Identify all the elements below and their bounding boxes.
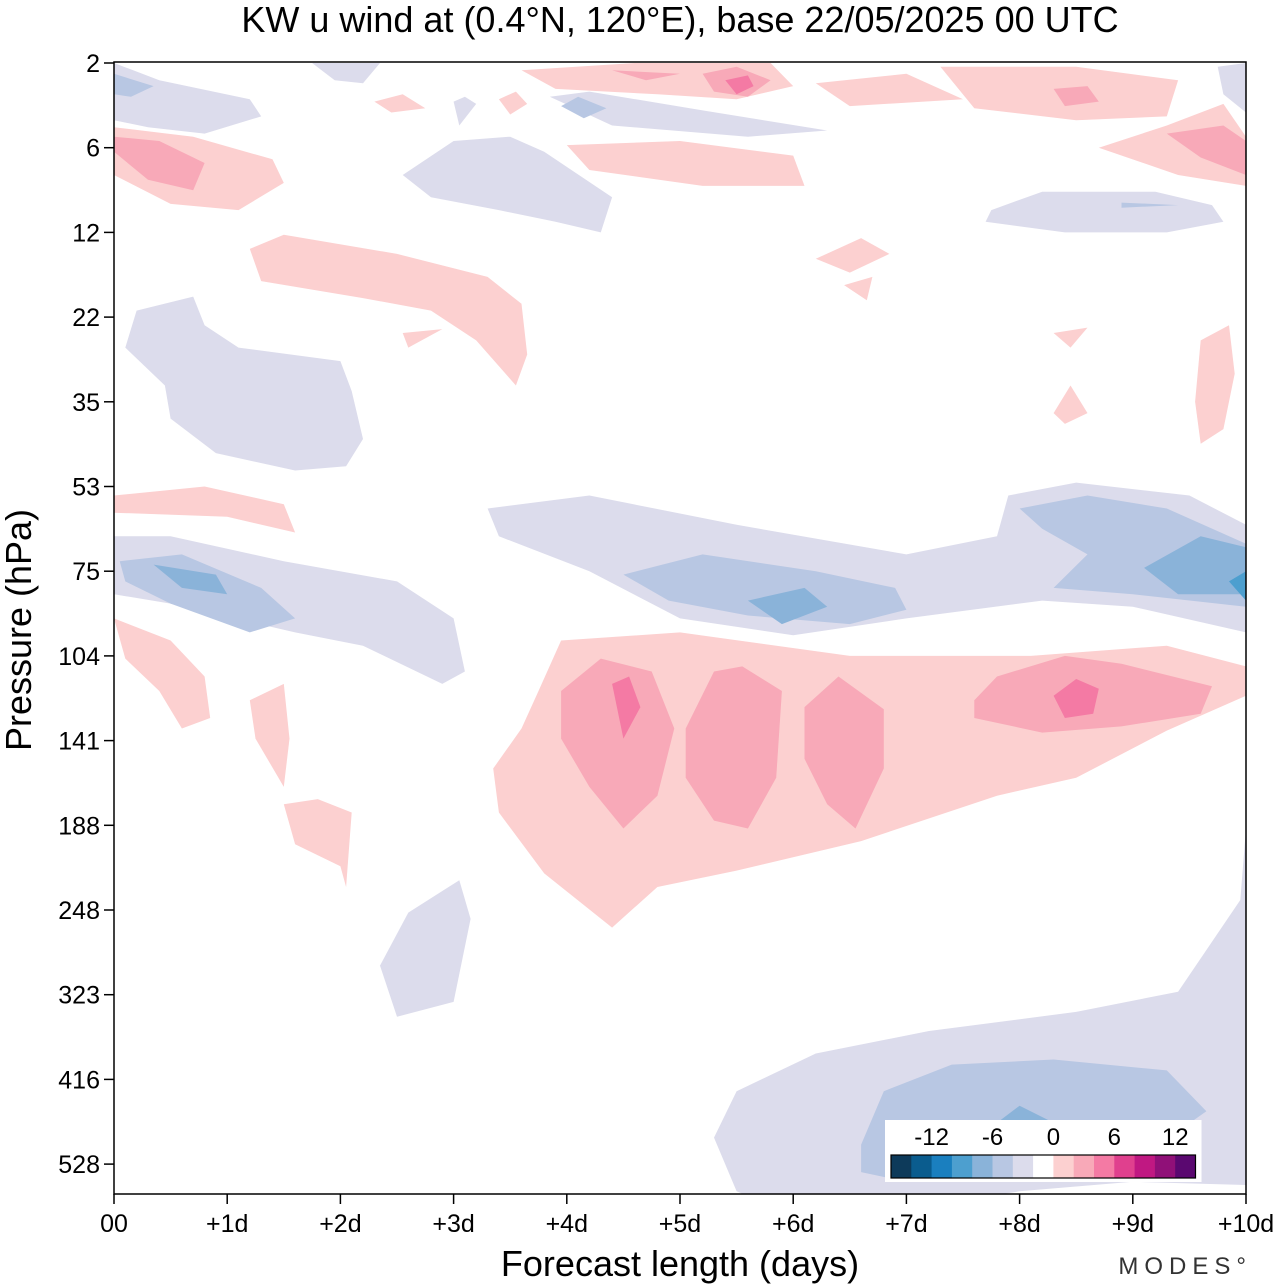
contour-region-43 (1053, 385, 1088, 424)
contour-region-19 (153, 564, 228, 595)
contour-region-3 (549, 91, 828, 137)
colorbar-frame (890, 1154, 1197, 1179)
contour-region-41 (1195, 325, 1235, 444)
y-tick-label-2: 12 (72, 219, 100, 247)
x-tick-label-1: +1d (206, 1210, 248, 1238)
x-tick-label-8: +8d (998, 1210, 1040, 1238)
x-tick-label-6: +6d (772, 1210, 814, 1238)
x-axis-title: Forecast length (days) (501, 1243, 859, 1284)
colorbar: -12 -6 0 6 12 (885, 1120, 1202, 1182)
colorbar-swatch-2 (931, 1155, 953, 1178)
colorbar-swatch-4 (972, 1155, 993, 1178)
y-tick-label-1: 6 (86, 135, 100, 163)
x-tick-label-0: 00 (100, 1210, 128, 1238)
y-tick-label-5: 53 (72, 474, 100, 502)
colorbar-swatch-3 (951, 1155, 973, 1178)
axis-ticks: 00 +1d +2d +3d +4d +5d +6d +7d +8d +9d +10d 2 6 12 22 3… (58, 50, 1274, 1238)
contour-region-30 (815, 73, 963, 107)
colorbar-swatch-9 (1073, 1155, 1095, 1178)
contour-region-55 (1053, 679, 1099, 718)
contour-region-2 (312, 63, 380, 84)
contour-region-0 (114, 63, 262, 134)
contour-region-4 (561, 96, 607, 119)
colorbar-swatch-7 (1033, 1155, 1054, 1178)
contour-region-39 (815, 238, 890, 273)
contour-region-20 (380, 880, 471, 1017)
y-tick-label-3: 22 (72, 304, 100, 332)
contour-region-27 (612, 70, 680, 81)
contour-region-7 (985, 191, 1224, 233)
contour-region-13 (747, 587, 828, 625)
y-tick-label-13: 528 (58, 1151, 100, 1179)
contour-region-45 (114, 486, 296, 533)
contour-region-12 (623, 554, 907, 625)
colorbar-label-4: 12 (1162, 1124, 1189, 1151)
colorbar-swatch-10 (1094, 1155, 1115, 1178)
y-tick-label-8: 141 (58, 728, 100, 756)
colorbar-swatch-0 (891, 1155, 912, 1178)
contour-region-38 (249, 234, 528, 386)
contour-region-1 (114, 73, 154, 97)
contour-region-36 (374, 94, 426, 113)
colorbar-swatch-11 (1114, 1155, 1135, 1178)
contour-region-40 (844, 276, 873, 301)
y-tick-label-11: 323 (58, 982, 100, 1010)
contour-region-51 (685, 666, 782, 829)
colorbar-swatch-13 (1154, 1155, 1176, 1178)
x-tick-label-7: +7d (885, 1210, 927, 1238)
contour-region-16 (1229, 571, 1246, 601)
contour-region-29 (725, 75, 754, 95)
contour-region-6 (453, 96, 477, 126)
contour-region-18 (119, 554, 296, 633)
contour-region-54 (612, 676, 641, 739)
x-tick-label-9: +9d (1112, 1210, 1154, 1238)
chart-title: KW u wind at (0.4°N, 120°E), base 22/05/… (241, 0, 1118, 40)
contour-region-34 (1098, 103, 1246, 186)
contour-region-9 (1217, 63, 1246, 113)
brand-logo-text: MODES° (1118, 1253, 1252, 1280)
colorbar-swatch-5 (992, 1155, 1014, 1178)
contour-region-52 (804, 676, 884, 829)
contour-region-32 (1053, 86, 1099, 107)
y-tick-label-4: 35 (72, 389, 100, 417)
colorbar-swatch-8 (1053, 1155, 1075, 1178)
contour-region-42 (1053, 327, 1088, 348)
y-tick-label-9: 188 (58, 812, 100, 840)
contour-region-15 (1144, 536, 1246, 595)
y-axis-title: Pressure (hPa) (0, 509, 39, 751)
colorbar-label-1: -6 (982, 1124, 1003, 1151)
contour-region-47 (249, 683, 290, 787)
y-tick-label-6: 75 (72, 558, 100, 586)
colorbar-swatch-6 (1012, 1155, 1034, 1178)
contour-region-5 (402, 136, 613, 233)
contour-region-35 (1166, 125, 1246, 175)
contour-region-48 (283, 799, 352, 887)
contour-region-50 (561, 658, 675, 829)
colorbar-swatch-1 (911, 1155, 932, 1178)
colorbar-label-2: 0 (1047, 1124, 1060, 1151)
contour-region-25 (114, 136, 205, 191)
contour-region-8 (1121, 202, 1179, 208)
contour-region-10 (125, 296, 363, 471)
y-tick-label-0: 2 (86, 50, 100, 78)
x-tick-label-3: +3d (432, 1210, 474, 1238)
contour-region-46 (114, 618, 211, 729)
colorbar-swatch-14 (1175, 1155, 1196, 1178)
colorbar-swatch-12 (1134, 1155, 1156, 1178)
x-tick-label-5: +5d (659, 1210, 701, 1238)
contour-region-37 (498, 91, 528, 115)
x-tick-label-2: +2d (319, 1210, 361, 1238)
x-tick-label-10: +10d (1218, 1210, 1274, 1238)
y-tick-label-7: 104 (58, 643, 100, 671)
y-tick-label-10: 248 (58, 897, 100, 925)
y-tick-label-12: 416 (58, 1066, 100, 1094)
colorbar-label-3: 6 (1108, 1124, 1121, 1151)
x-tick-label-4: +4d (546, 1210, 588, 1238)
colorbar-label-0: -12 (914, 1124, 949, 1151)
contour-region-33 (566, 141, 805, 186)
contour-region-44 (402, 329, 443, 348)
